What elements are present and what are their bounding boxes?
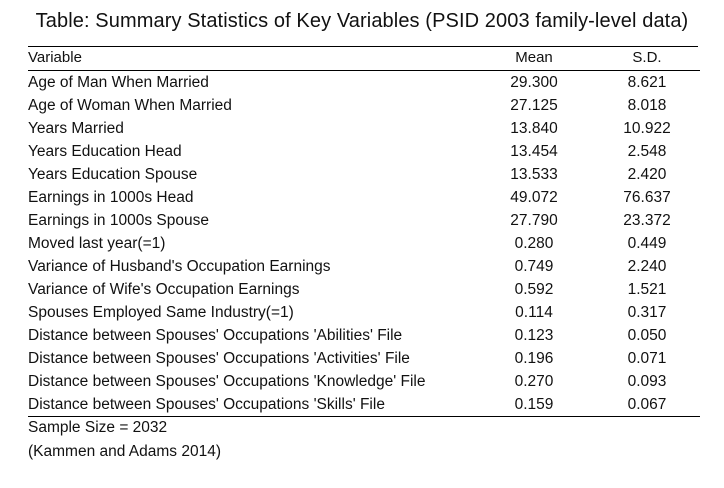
table-row: Earnings in 1000s Head 49.072 76.637 xyxy=(28,186,700,209)
table-row: Earnings in 1000s Spouse 27.790 23.372 xyxy=(28,209,700,232)
row-sd: 8.018 xyxy=(627,97,667,114)
row-sd: 0.050 xyxy=(627,327,667,344)
table-title: Table: Summary Statistics of Key Variabl… xyxy=(35,10,689,32)
row-variable: Distance between Spouses' Occupations 'K… xyxy=(28,373,426,390)
table-header-row: Variable Mean S.D. xyxy=(28,46,700,71)
table-row: Distance between Spouses' Occupations 'A… xyxy=(28,324,700,347)
row-variable: Years Married xyxy=(28,120,124,137)
row-sd: 0.449 xyxy=(627,235,667,252)
row-variable: Variance of Wife's Occupation Earnings xyxy=(28,281,300,298)
row-mean: 27.125 xyxy=(510,97,558,114)
header-variable: Variable xyxy=(28,49,82,66)
row-variable: Distance between Spouses' Occupations 'A… xyxy=(28,327,403,344)
row-mean: 13.533 xyxy=(510,166,558,183)
row-variable: Age of Man When Married xyxy=(28,74,209,91)
row-mean: 0.749 xyxy=(514,258,554,275)
table-row: Years Education Head 13.454 2.548 xyxy=(28,140,700,163)
row-mean: 0.114 xyxy=(515,304,553,321)
table-row: Variance of Husband's Occupation Earning… xyxy=(28,255,700,278)
row-mean: 27.790 xyxy=(510,212,558,229)
sample-size-note: Sample Size = 2032 xyxy=(28,419,168,436)
row-sd: 2.420 xyxy=(627,166,667,183)
row-variable: Distance between Spouses' Occupations 'A… xyxy=(28,350,410,367)
table-body: Age of Man When Married 29.300 8.621 Age of… xyxy=(28,71,700,417)
row-sd: 0.071 xyxy=(627,350,667,367)
table-row: Age of Man When Married 29.300 8.621 xyxy=(28,71,700,94)
row-variable: Earnings in 1000s Spouse xyxy=(28,212,209,229)
table-row: Distance between Spouses' Occupations 'K… xyxy=(28,370,700,393)
table-row: Variance of Wife's Occupation Earnings 0.… xyxy=(28,278,700,301)
row-sd: 2.548 xyxy=(627,143,667,160)
row-sd: 8.621 xyxy=(627,74,667,91)
header-sd: S.D. xyxy=(632,49,662,66)
row-sd: 23.372 xyxy=(623,212,671,229)
row-mean: 0.592 xyxy=(514,281,554,298)
row-sd: 0.317 xyxy=(627,304,667,321)
table-row: Years Married 13.840 10.922 xyxy=(28,117,700,140)
table-row: Spouses Employed Same Industry(=1) 0.114 0… xyxy=(28,301,700,324)
row-variable: Variance of Husband's Occupation Earning… xyxy=(28,258,331,275)
header-top-rule xyxy=(28,46,698,47)
summary-table: Variable Mean S.D. Age of Man When Marri… xyxy=(28,46,700,417)
row-variable: Years Education Spouse xyxy=(28,166,198,183)
table-row: Distance between Spouses' Occupations 'S… xyxy=(28,393,700,417)
row-sd: 1.521 xyxy=(627,281,667,298)
row-variable: Distance between Spouses' Occupations 'S… xyxy=(28,396,385,413)
row-variable: Moved last year(=1) xyxy=(28,235,166,252)
citation-note: (Kammen and Adams 2014) xyxy=(28,443,221,460)
table-row: Age of Woman When Married 27.125 8.018 xyxy=(28,94,700,117)
row-variable: Age of Woman When Married xyxy=(28,97,232,114)
row-mean: 13.840 xyxy=(510,120,558,137)
row-variable: Years Education Head xyxy=(28,143,182,160)
row-variable: Earnings in 1000s Head xyxy=(28,189,194,206)
row-sd: 2.240 xyxy=(627,258,667,275)
header-mean: Mean xyxy=(515,49,553,66)
row-mean: 0.159 xyxy=(514,396,554,413)
row-mean: 0.196 xyxy=(514,350,554,367)
row-mean: 49.072 xyxy=(510,189,558,206)
row-mean: 0.280 xyxy=(514,235,554,252)
row-mean: 0.123 xyxy=(514,327,554,344)
table-row: Distance between Spouses' Occupations 'A… xyxy=(28,347,700,370)
row-variable: Spouses Employed Same Industry(=1) xyxy=(28,304,294,321)
row-mean: 0.270 xyxy=(514,373,554,390)
row-sd: 0.093 xyxy=(627,373,667,390)
row-sd: 10.922 xyxy=(623,120,671,137)
row-mean: 29.300 xyxy=(510,74,558,91)
row-sd: 76.637 xyxy=(623,189,671,206)
row-sd: 0.067 xyxy=(627,396,667,413)
row-mean: 13.454 xyxy=(510,143,558,160)
table-row: Moved last year(=1) 0.280 0.449 xyxy=(28,232,700,255)
table-row: Years Education Spouse 13.533 2.420 xyxy=(28,163,700,186)
